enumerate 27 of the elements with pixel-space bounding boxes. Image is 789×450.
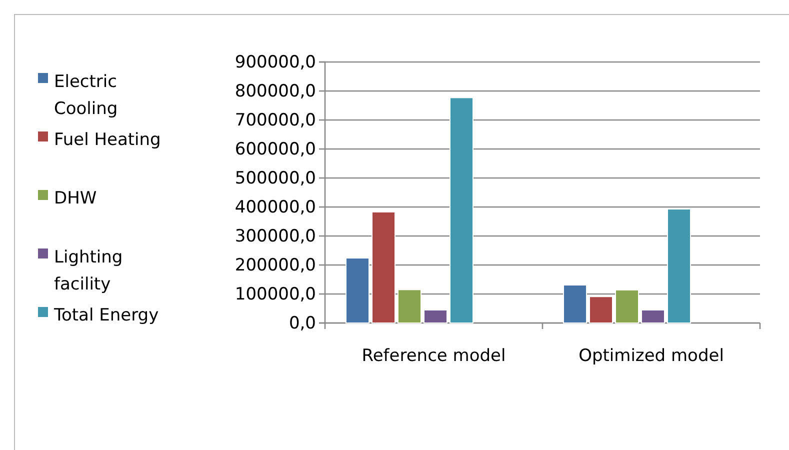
y-tick-label: 800000,0 [234,81,316,102]
y-tick-label: 300000,0 [234,226,316,246]
y-tick-label: 0,0 [288,313,316,334]
bar [424,309,448,324]
x-tick-label: Optimized model [578,346,724,366]
y-tick-label: 100000,0 [234,284,316,304]
y-tick-label: 600000,0 [234,139,316,160]
legend-label: DHW [54,188,97,209]
x-tick-label: Reference model [362,346,506,366]
y-tick-label: 900000,0 [234,52,316,72]
bar [372,211,396,324]
bar [667,208,691,324]
bar [615,289,639,324]
bar [641,309,665,324]
legend-label: Electric Cooling [54,72,118,119]
y-tick-label: 400000,0 [234,197,316,218]
y-tick-label: 200000,0 [234,255,316,276]
legend-label: Lighting facility [54,247,123,294]
bar [398,289,422,324]
bar [346,258,370,324]
legend-label: Fuel Heating [54,130,161,150]
y-tick-label: 700000,0 [234,110,316,130]
legend-label: Total Energy [53,306,159,326]
bar [450,97,474,324]
bar [589,296,613,324]
bar [563,284,587,324]
y-tick-label: 500000,0 [234,168,316,188]
